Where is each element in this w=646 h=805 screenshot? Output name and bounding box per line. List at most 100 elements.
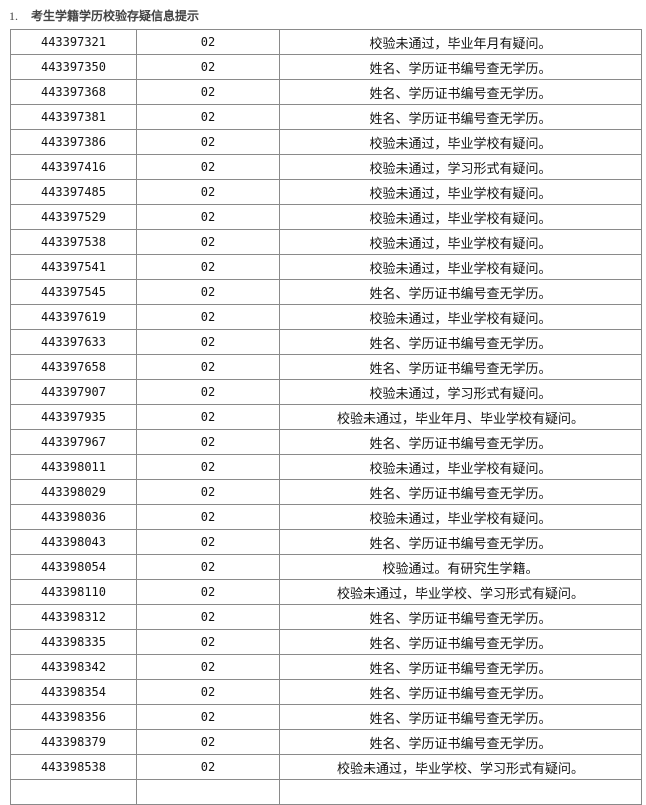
result-cell: 校验未通过，学习形式有疑问。 bbox=[279, 379, 642, 405]
result-cell: 姓名、学历证书编号查无学历。 bbox=[279, 529, 642, 555]
code-cell: 02 bbox=[136, 29, 280, 55]
candidate-id-cell: 443397529 bbox=[10, 204, 137, 230]
table-row: 443398538 02 校验未通过，毕业学校、学习形式有疑问。 bbox=[10, 754, 642, 780]
code-cell: 02 bbox=[136, 304, 280, 330]
table-row: 443397416 02 校验未通过，学习形式有疑问。 bbox=[10, 154, 642, 180]
result-cell: 校验未通过，毕业学校有疑问。 bbox=[279, 454, 642, 480]
candidate-id-cell: 443398379 bbox=[10, 729, 137, 755]
table-row bbox=[10, 779, 642, 805]
table-row: 443397967 02 姓名、学历证书编号查无学历。 bbox=[10, 429, 642, 455]
result-cell: 姓名、学历证书编号查无学历。 bbox=[279, 704, 642, 730]
candidate-id-cell: 443397541 bbox=[10, 254, 137, 280]
candidate-id-cell: 443398029 bbox=[10, 479, 137, 505]
code-cell: 02 bbox=[136, 579, 280, 605]
table-row: 443397386 02 校验未通过，毕业学校有疑问。 bbox=[10, 129, 642, 155]
section-title: 考生学籍学历校验存疑信息提示 bbox=[31, 9, 200, 23]
candidate-id-cell: 443398312 bbox=[10, 604, 137, 630]
result-cell: 姓名、学历证书编号查无学历。 bbox=[279, 104, 642, 130]
result-cell: 姓名、学历证书编号查无学历。 bbox=[279, 479, 642, 505]
table-row: 443397619 02 校验未通过，毕业学校有疑问。 bbox=[10, 304, 642, 330]
result-cell: 校验未通过，学习形式有疑问。 bbox=[279, 154, 642, 180]
table-row: 443397633 02 姓名、学历证书编号查无学历。 bbox=[10, 329, 642, 355]
candidate-id-cell: 443397485 bbox=[10, 179, 137, 205]
result-cell: 校验未通过，毕业学校有疑问。 bbox=[279, 229, 642, 255]
table-row: 443398036 02 校验未通过，毕业学校有疑问。 bbox=[10, 504, 642, 530]
result-cell bbox=[279, 779, 642, 805]
table-row: 443398312 02 姓名、学历证书编号查无学历。 bbox=[10, 604, 642, 630]
code-cell: 02 bbox=[136, 729, 280, 755]
table-row: 443397368 02 姓名、学历证书编号查无学历。 bbox=[10, 79, 642, 105]
code-cell: 02 bbox=[136, 604, 280, 630]
table-row: 443398110 02 校验未通过，毕业学校、学习形式有疑问。 bbox=[10, 579, 642, 605]
code-cell: 02 bbox=[136, 79, 280, 105]
result-cell: 校验未通过，毕业学校有疑问。 bbox=[279, 254, 642, 280]
table-row: 443397538 02 校验未通过，毕业学校有疑问。 bbox=[10, 229, 642, 255]
candidate-id-cell: 443398342 bbox=[10, 654, 137, 680]
table-body: 443397321 02 校验未通过，毕业年月有疑问。 443397350 02 姓名、学… bbox=[10, 29, 642, 805]
result-cell: 校验未通过，毕业年月有疑问。 bbox=[279, 29, 642, 55]
result-cell: 姓名、学历证书编号查无学历。 bbox=[279, 54, 642, 80]
section-heading: 1. 考生学籍学历校验存疑信息提示 bbox=[9, 7, 199, 24]
candidate-id-cell: 443397658 bbox=[10, 354, 137, 380]
code-cell: 02 bbox=[136, 679, 280, 705]
result-cell: 姓名、学历证书编号查无学历。 bbox=[279, 679, 642, 705]
candidate-id-cell: 443398110 bbox=[10, 579, 137, 605]
candidate-id-cell: 443397321 bbox=[10, 29, 137, 55]
code-cell: 02 bbox=[136, 454, 280, 480]
table-row: 443398342 02 姓名、学历证书编号查无学历。 bbox=[10, 654, 642, 680]
code-cell: 02 bbox=[136, 754, 280, 780]
candidate-id-cell: 443398054 bbox=[10, 554, 137, 580]
result-cell: 校验通过。有研究生学籍。 bbox=[279, 554, 642, 580]
table-row: 443398043 02 姓名、学历证书编号查无学历。 bbox=[10, 529, 642, 555]
code-cell: 02 bbox=[136, 54, 280, 80]
table-row: 443398054 02 校验通过。有研究生学籍。 bbox=[10, 554, 642, 580]
candidate-id-cell: 443397967 bbox=[10, 429, 137, 455]
result-cell: 姓名、学历证书编号查无学历。 bbox=[279, 654, 642, 680]
table-row: 443397545 02 姓名、学历证书编号查无学历。 bbox=[10, 279, 642, 305]
code-cell: 02 bbox=[136, 654, 280, 680]
candidate-id-cell: 443397633 bbox=[10, 329, 137, 355]
table-row: 443397485 02 校验未通过，毕业学校有疑问。 bbox=[10, 179, 642, 205]
result-cell: 校验未通过，毕业学校有疑问。 bbox=[279, 179, 642, 205]
code-cell: 02 bbox=[136, 104, 280, 130]
table-row: 443398356 02 姓名、学历证书编号查无学历。 bbox=[10, 704, 642, 730]
code-cell: 02 bbox=[136, 704, 280, 730]
candidate-id-cell: 443397907 bbox=[10, 379, 137, 405]
candidate-id-cell: 443397538 bbox=[10, 229, 137, 255]
table-row: 443398354 02 姓名、学历证书编号查无学历。 bbox=[10, 679, 642, 705]
result-cell: 校验未通过，毕业学校有疑问。 bbox=[279, 304, 642, 330]
result-cell: 姓名、学历证书编号查无学历。 bbox=[279, 629, 642, 655]
candidate-id-cell: 443398043 bbox=[10, 529, 137, 555]
code-cell: 02 bbox=[136, 254, 280, 280]
result-cell: 姓名、学历证书编号查无学历。 bbox=[279, 429, 642, 455]
candidate-id-cell: 443397386 bbox=[10, 129, 137, 155]
code-cell: 02 bbox=[136, 129, 280, 155]
table-row: 443398029 02 姓名、学历证书编号查无学历。 bbox=[10, 479, 642, 505]
table-row: 443398335 02 姓名、学历证书编号查无学历。 bbox=[10, 629, 642, 655]
candidate-id-cell: 443397619 bbox=[10, 304, 137, 330]
table-row: 443398011 02 校验未通过，毕业学校有疑问。 bbox=[10, 454, 642, 480]
candidate-id-cell: 443397545 bbox=[10, 279, 137, 305]
code-cell: 02 bbox=[136, 204, 280, 230]
code-cell: 02 bbox=[136, 479, 280, 505]
code-cell bbox=[136, 779, 280, 805]
table-row: 443397658 02 姓名、学历证书编号查无学历。 bbox=[10, 354, 642, 380]
code-cell: 02 bbox=[136, 354, 280, 380]
code-cell: 02 bbox=[136, 404, 280, 430]
code-cell: 02 bbox=[136, 229, 280, 255]
table-row: 443397529 02 校验未通过，毕业学校有疑问。 bbox=[10, 204, 642, 230]
result-cell: 姓名、学历证书编号查无学历。 bbox=[279, 329, 642, 355]
result-cell: 校验未通过，毕业学校有疑问。 bbox=[279, 504, 642, 530]
result-cell: 姓名、学历证书编号查无学历。 bbox=[279, 79, 642, 105]
candidate-id-cell: 443398538 bbox=[10, 754, 137, 780]
candidate-id-cell: 443398036 bbox=[10, 504, 137, 530]
code-cell: 02 bbox=[136, 429, 280, 455]
table-row: 443397381 02 姓名、学历证书编号查无学历。 bbox=[10, 104, 642, 130]
code-cell: 02 bbox=[136, 279, 280, 305]
candidate-id-cell: 443397368 bbox=[10, 79, 137, 105]
section-number: 1. bbox=[9, 9, 18, 23]
code-cell: 02 bbox=[136, 154, 280, 180]
result-cell: 姓名、学历证书编号查无学历。 bbox=[279, 604, 642, 630]
candidate-id-cell: 443398356 bbox=[10, 704, 137, 730]
table-row: 443397541 02 校验未通过，毕业学校有疑问。 bbox=[10, 254, 642, 280]
